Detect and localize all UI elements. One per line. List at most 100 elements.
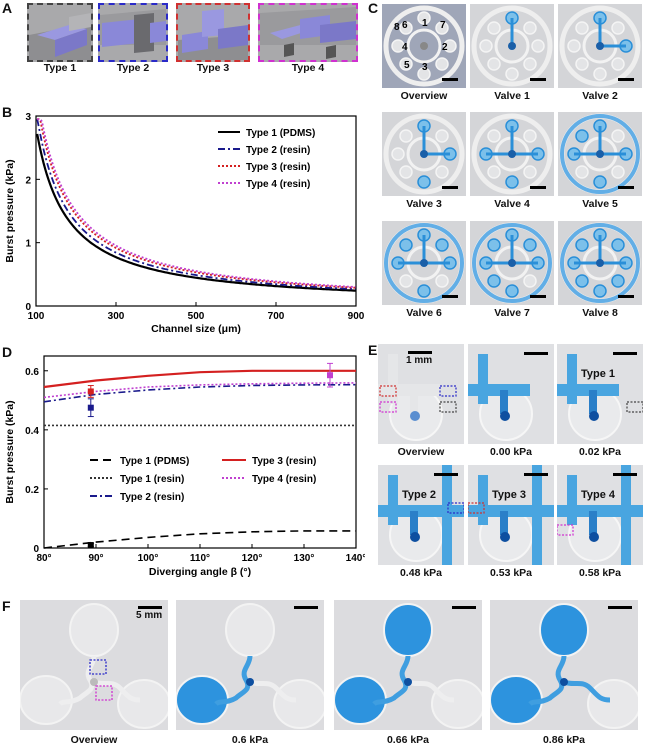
type3-render (176, 3, 250, 62)
x-tick-label: 90° (88, 553, 103, 564)
chart-d-burst-vs-diverging-angle: 80° 90° 100° 110° 120° 130° 140° 0 0.2 0.4 0.6 Dive… (4, 355, 365, 578)
panel-label-f: F (2, 598, 11, 614)
legend-label: Type 2 (resin) (120, 492, 184, 503)
type-label: Type 1 (581, 368, 616, 380)
panel-label-a: A (2, 0, 13, 16)
closeup-caption-3: 0.48 kPa (399, 567, 443, 579)
type1-render-graphic (29, 13, 91, 60)
scale-bar (613, 352, 637, 355)
scale-bar (613, 473, 637, 476)
y-tick-label: 0 (25, 302, 31, 313)
x-tick-label: 700 (268, 311, 285, 322)
data-point-3 (87, 388, 94, 395)
x-tick-label: 100° (138, 553, 159, 564)
valve-chip-graphic (382, 221, 466, 305)
closeup-caption-5: 0.58 kPa (578, 567, 622, 579)
valve-photo-2 (558, 4, 642, 88)
scale-bar (442, 295, 458, 298)
valve-chip-graphic: 1 2 3 4 5 6 7 8 (382, 4, 466, 88)
valve-caption-8: Valve 8 (582, 307, 618, 319)
scale-bar (618, 78, 634, 81)
valve-photo-3 (382, 112, 466, 196)
scale-bar (452, 606, 476, 609)
closeup-graphic (378, 344, 464, 444)
type-label: Type 3 (492, 489, 527, 501)
y-axis-label: Burst pressure (kPa) (4, 400, 16, 503)
type4-render-graphic (260, 7, 356, 59)
valve-number: 7 (440, 20, 446, 31)
closeup-photo-3: Type 2 (378, 465, 464, 565)
data-point-1 (87, 542, 94, 549)
legend-label: Type 1 (PDMS) (120, 456, 189, 467)
tri-chamber-caption-2: 0.66 kPa (386, 734, 430, 746)
data-point-4 (327, 372, 333, 379)
valve-caption-3: Valve 3 (406, 198, 442, 210)
panel-label-d: D (2, 344, 13, 360)
series-line-2 (36, 119, 356, 291)
valve-chip-graphic (558, 4, 642, 88)
type4-caption: Type 4 (291, 62, 325, 74)
tri-chamber-graphic (176, 600, 324, 730)
type4-render (258, 3, 358, 62)
valve-chip-graphic (470, 4, 554, 88)
valve-caption-4: Valve 4 (494, 198, 530, 210)
type2-caption: Type 2 (116, 62, 150, 74)
closeup-graphic (557, 344, 643, 444)
y-tick-label: 2 (25, 175, 31, 186)
valve-photo-1 (470, 4, 554, 88)
x-tick-label: 900 (348, 311, 365, 322)
closeup-graphic (557, 465, 643, 565)
type3-render-graphic (178, 9, 248, 60)
valve-number: 1 (422, 18, 428, 29)
type1-render (27, 3, 93, 62)
scale-bar (524, 352, 548, 355)
scale-bar (618, 295, 634, 298)
valve-number: 6 (402, 20, 408, 31)
x-axis-label: Channel size (μm) (151, 323, 241, 335)
x-tick-label: 500 (188, 311, 205, 322)
series-line-1 (43, 530, 356, 549)
scale-bar (442, 186, 458, 189)
panel-label-b: B (2, 104, 13, 120)
scale-bar (618, 186, 634, 189)
legend-label: Type 2 (resin) (246, 145, 310, 156)
valve-caption-0: Overview (400, 90, 448, 102)
legend-label: Type 3 (resin) (252, 456, 316, 467)
valve-chip-graphic (470, 221, 554, 305)
x-tick-label: 120° (242, 553, 263, 564)
scale-label: 1 mm (406, 355, 433, 366)
closeup-caption-0: Overview (397, 446, 445, 458)
y-tick-label: 0 (33, 544, 39, 555)
tri-chamber-photo-3 (490, 600, 638, 730)
scale-bar (530, 186, 546, 189)
scale-bar (442, 78, 458, 81)
valve-caption-1: Valve 1 (494, 90, 530, 102)
closeup-caption-1: 0.00 kPa (489, 446, 533, 458)
tri-chamber-photo-0: 5 mm (20, 600, 168, 730)
scale-bar (138, 606, 162, 609)
scale-bar (530, 78, 546, 81)
valve-chip-graphic (470, 112, 554, 196)
legend-label: Type 3 (resin) (246, 162, 310, 173)
type3-caption: Type 3 (196, 62, 230, 74)
series-line-3 (37, 118, 356, 289)
type-label: Type 2 (402, 489, 437, 501)
closeup-photo-0: 1 mm (378, 344, 464, 444)
valve-number: 4 (402, 42, 408, 53)
chart-b-burst-vs-channel-size: 100 300 500 700 900 0 1 2 3 Channel size (μm) Burs… (4, 112, 365, 335)
data-point-2 (87, 404, 94, 411)
valve-number: 3 (422, 62, 428, 73)
valve-number: 2 (442, 42, 448, 53)
tri-chamber-caption-3: 0.86 kPa (542, 734, 586, 746)
series-line-3 (43, 383, 357, 403)
type1-caption: Type 1 (43, 62, 77, 74)
y-tick-label: 1 (25, 239, 31, 250)
legend-label: Type 4 (resin) (252, 474, 316, 485)
series-line-4 (43, 369, 356, 389)
series-line-5 (43, 382, 357, 399)
y-tick-label: 3 (25, 112, 31, 123)
valve-photo-6 (382, 221, 466, 305)
scale-bar (608, 606, 632, 609)
valve-photo-5 (558, 112, 642, 196)
x-axis-label: Diverging angle β (°) (149, 566, 251, 578)
